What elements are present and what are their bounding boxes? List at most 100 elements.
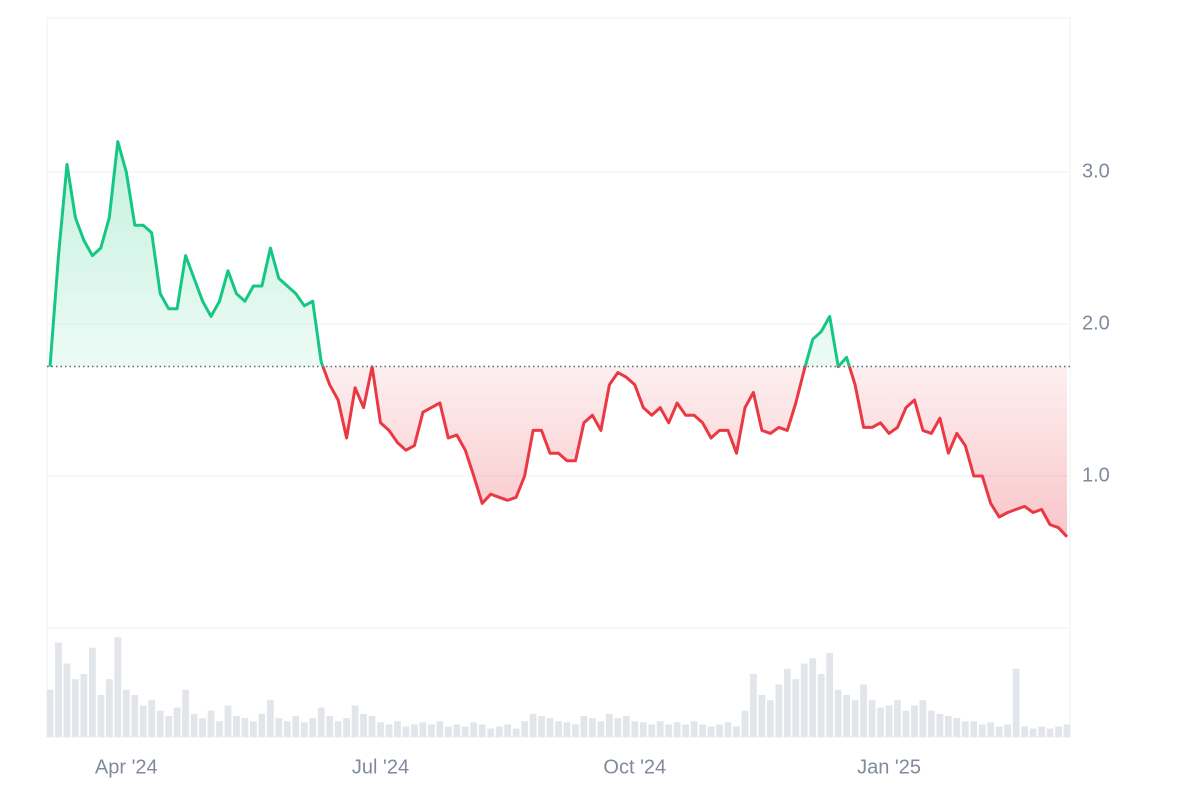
volume-bar [783, 668, 791, 737]
volume-bar [800, 663, 808, 737]
volume-bar [707, 726, 715, 737]
volume-bar [877, 707, 884, 737]
volume-bar [368, 716, 376, 737]
volume-bar [131, 695, 139, 737]
volume-bar [165, 716, 173, 737]
volume-bar [394, 721, 401, 737]
volume-bar [487, 728, 495, 737]
volume-bar [563, 722, 571, 737]
volume-bar [631, 721, 639, 737]
volume-bar [775, 684, 783, 737]
volume-bar [173, 707, 181, 737]
volume-bar [419, 722, 427, 737]
volume-bar [928, 710, 935, 737]
x-tick-label: Oct '24 [603, 756, 666, 778]
volume-bar [809, 658, 817, 737]
volume-bar [716, 724, 723, 737]
volume-bar [241, 718, 249, 737]
volume-bar [478, 724, 486, 737]
volume-bar [750, 674, 757, 737]
volume-bar [1029, 728, 1037, 737]
volume-bar [902, 710, 910, 737]
volume-bar [826, 653, 834, 737]
volume-bar [605, 713, 613, 737]
volume-bar [639, 722, 647, 737]
volume-bar [80, 674, 88, 737]
volume-bar [911, 705, 918, 737]
volume-bar [953, 718, 961, 737]
volume-bar [944, 716, 952, 737]
x-tick-label: Jan '25 [857, 756, 921, 778]
volume-bar [326, 716, 334, 737]
volume-bar [673, 722, 681, 737]
volume-bar [46, 689, 54, 737]
volume-bar [360, 713, 367, 737]
volume-bar [521, 721, 528, 737]
volume-bar [182, 689, 189, 737]
volume-bar [148, 700, 156, 737]
volume-bar [860, 684, 867, 737]
volume-bar [758, 695, 766, 737]
volume-bar [114, 637, 122, 737]
volume-bar [512, 728, 520, 737]
volume-bar [961, 721, 969, 737]
y-tick-label: 1.0 [1082, 464, 1110, 486]
volume-bar [97, 695, 105, 737]
volume-bar [139, 705, 147, 737]
volume-bar [199, 718, 206, 737]
volume-bar [978, 724, 986, 737]
volume-bar [190, 713, 198, 737]
volume-bar [1038, 726, 1045, 737]
volume-bar [275, 718, 283, 737]
volume-bar [351, 705, 359, 737]
volume-bar [741, 710, 749, 737]
volume-bar [970, 721, 978, 737]
volume-bar [122, 689, 130, 737]
volume-bar [894, 700, 901, 737]
volume-bar [470, 722, 478, 737]
volume-bar [936, 713, 944, 737]
volume-bar [1004, 724, 1012, 737]
volume-bar [733, 726, 740, 737]
price-line [48, 140, 1069, 538]
volume-bar [266, 700, 274, 737]
volume-bar [987, 722, 995, 737]
volume-bar [377, 722, 384, 737]
volume-bar [63, 663, 71, 737]
volume-bar [216, 721, 223, 737]
volume-bar [207, 710, 215, 737]
volume-bar [699, 724, 706, 737]
volume-bar [1055, 726, 1062, 737]
volume-bar [919, 700, 927, 737]
volume-bar [444, 726, 452, 737]
volume-bar [868, 700, 876, 737]
x-tick-label: Jul '24 [352, 756, 409, 778]
volume-bar [665, 724, 673, 737]
volume-bar [427, 724, 435, 737]
volume-bar [572, 724, 579, 737]
volume-bar [817, 674, 825, 737]
volume-bar [724, 722, 732, 737]
volume-bar [55, 642, 62, 737]
volume-bar [343, 718, 351, 737]
volume-bar [656, 721, 664, 737]
volume-bar [105, 679, 113, 737]
x-tick-label: Apr '24 [95, 756, 158, 778]
volume-bar [1012, 668, 1020, 737]
volume-bar [622, 716, 630, 737]
volume-bar [309, 718, 317, 737]
volume-bar [648, 724, 656, 737]
volume-bar [317, 707, 325, 737]
volume-bar [546, 718, 554, 737]
volume-bar [682, 724, 690, 737]
volume-bar [233, 716, 240, 737]
y-tick-label: 2.0 [1082, 312, 1110, 334]
volume-bar [995, 726, 1003, 737]
volume-bar [792, 679, 800, 737]
volume-bar [555, 721, 562, 737]
volume-bar [402, 726, 410, 737]
volume-bar [851, 700, 859, 737]
area [50, 141, 1067, 537]
volume-bar [843, 695, 851, 737]
volume-bar [224, 705, 232, 737]
